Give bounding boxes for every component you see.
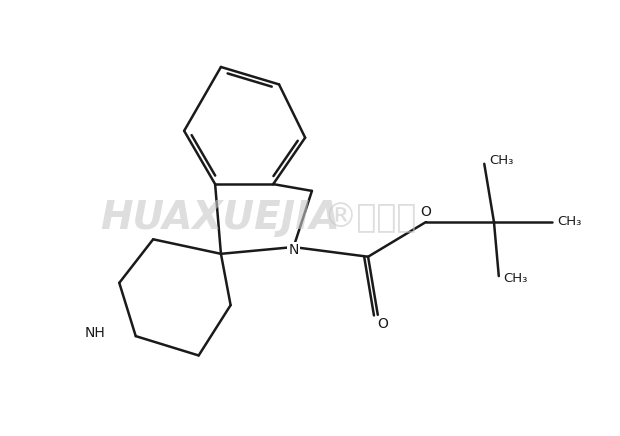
Text: CH₃: CH₃ xyxy=(557,215,582,228)
Text: CH₃: CH₃ xyxy=(503,272,528,286)
Text: O: O xyxy=(377,317,388,331)
Text: CH₃: CH₃ xyxy=(489,154,513,167)
Text: HUAXUEJIA: HUAXUEJIA xyxy=(100,199,340,237)
Text: ®化学加: ®化学加 xyxy=(324,201,417,235)
Text: N: N xyxy=(288,243,299,257)
Text: NH: NH xyxy=(85,326,105,340)
Text: O: O xyxy=(421,205,432,219)
Text: NH: NH xyxy=(85,326,105,340)
